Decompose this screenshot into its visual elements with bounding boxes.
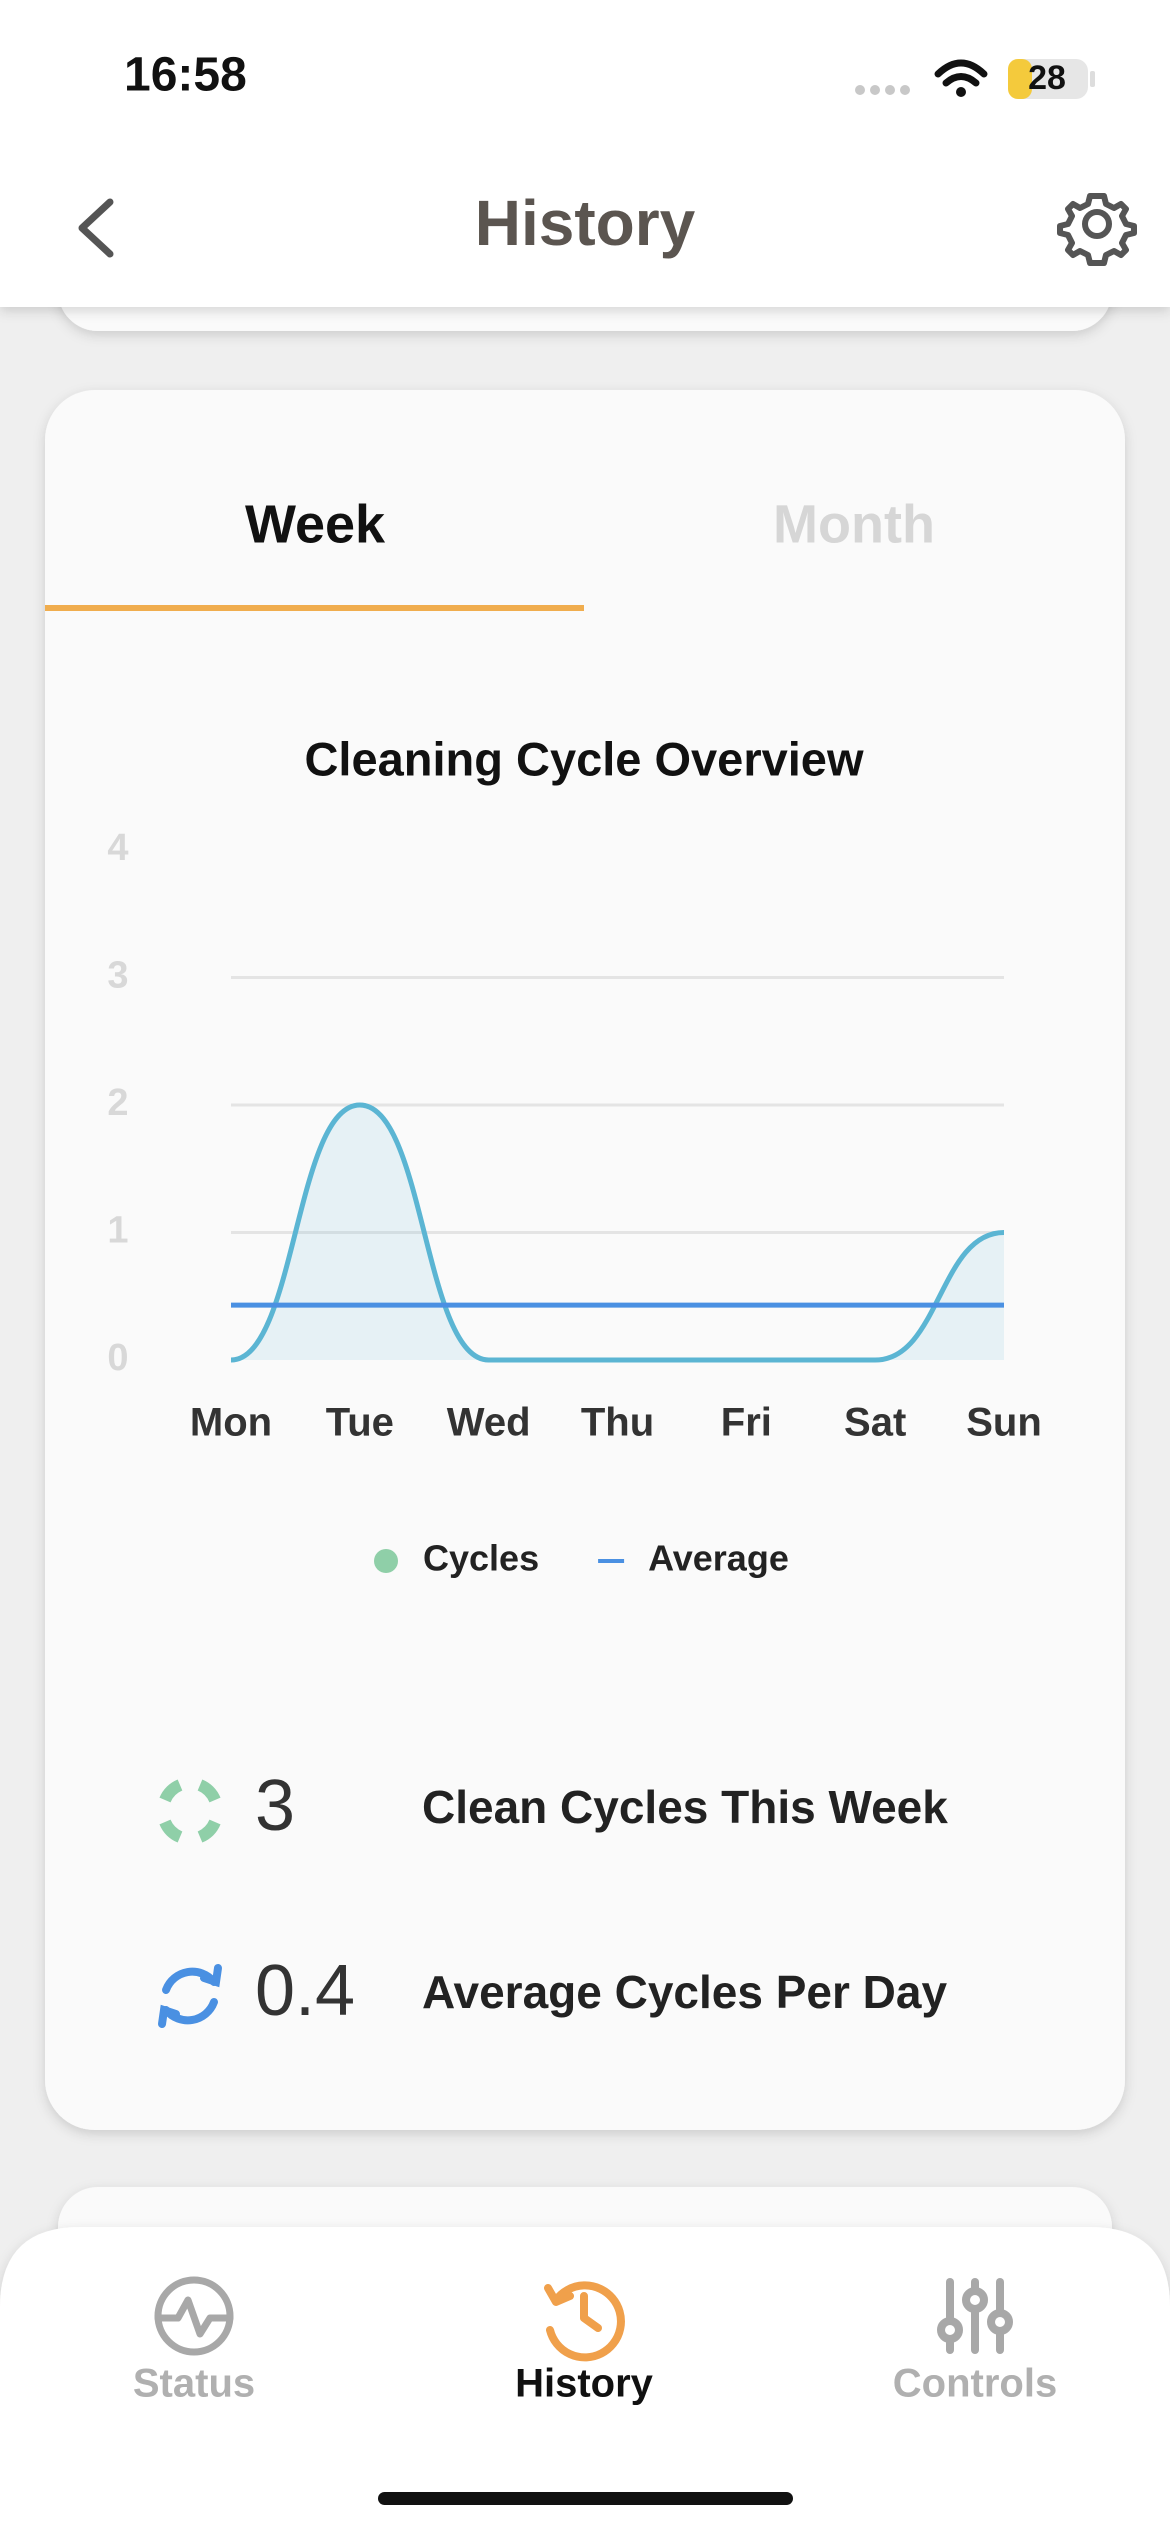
cycles-icon xyxy=(159,1779,221,1843)
battery-level xyxy=(1008,59,1032,99)
y-tick-label: 3 xyxy=(107,955,128,997)
stat-label: Clean Cycles This Week xyxy=(422,1781,948,1833)
controls-icon xyxy=(937,2278,1013,2354)
x-tick-label: Thu xyxy=(581,1401,654,1445)
y-tick-label: 4 xyxy=(107,827,128,869)
wifi-dot xyxy=(956,87,966,97)
signal xyxy=(855,85,910,95)
stat-value: 0.4 xyxy=(255,1951,355,2031)
x-tick-label: Sat xyxy=(844,1401,906,1445)
x-tick-label: Mon xyxy=(190,1401,272,1445)
chart-title: Cleaning Cycle Overview xyxy=(304,732,863,785)
y-tick-label: 1 xyxy=(107,1210,128,1252)
stat-value: 3 xyxy=(255,1766,295,1846)
x-tick-label: Wed xyxy=(447,1401,531,1445)
tab[interactable]: Week xyxy=(245,494,386,554)
history-icon xyxy=(544,2281,625,2362)
x-tick-label: Fri xyxy=(721,1401,772,1445)
battery-tip xyxy=(1090,71,1095,87)
tab[interactable]: Month xyxy=(773,494,935,554)
tab-bar-label[interactable]: Controls xyxy=(893,2362,1057,2406)
tab-bar xyxy=(0,2227,1170,2532)
tab-bar-label[interactable]: History xyxy=(515,2362,654,2406)
x-tick-label: Tue xyxy=(326,1401,394,1445)
legend-label: Average xyxy=(648,1538,789,1579)
home-indicator xyxy=(378,2492,793,2505)
wifi xyxy=(934,59,988,87)
legend-label: Cycles xyxy=(423,1538,539,1579)
y-tick-label: 0 xyxy=(107,1337,128,1379)
area xyxy=(231,1105,1004,1360)
battery-text: 28 xyxy=(1028,59,1066,97)
status-icon xyxy=(154,2276,234,2356)
back-button[interactable] xyxy=(78,198,114,258)
y-tick-label: 2 xyxy=(107,1082,128,1124)
x-tick-label: Sun xyxy=(966,1401,1042,1445)
status-time: 16:58 xyxy=(124,49,247,102)
stat-label: Average Cycles Per Day xyxy=(422,1966,947,2018)
line xyxy=(230,1102,1005,1363)
header-title: History xyxy=(475,187,696,259)
average-icon xyxy=(158,1964,222,2028)
settings-button[interactable] xyxy=(1057,193,1137,266)
legend-marker xyxy=(374,1549,398,1573)
card xyxy=(45,390,1125,2130)
header xyxy=(0,0,1170,307)
tab-bar-label[interactable]: Status xyxy=(133,2362,255,2406)
